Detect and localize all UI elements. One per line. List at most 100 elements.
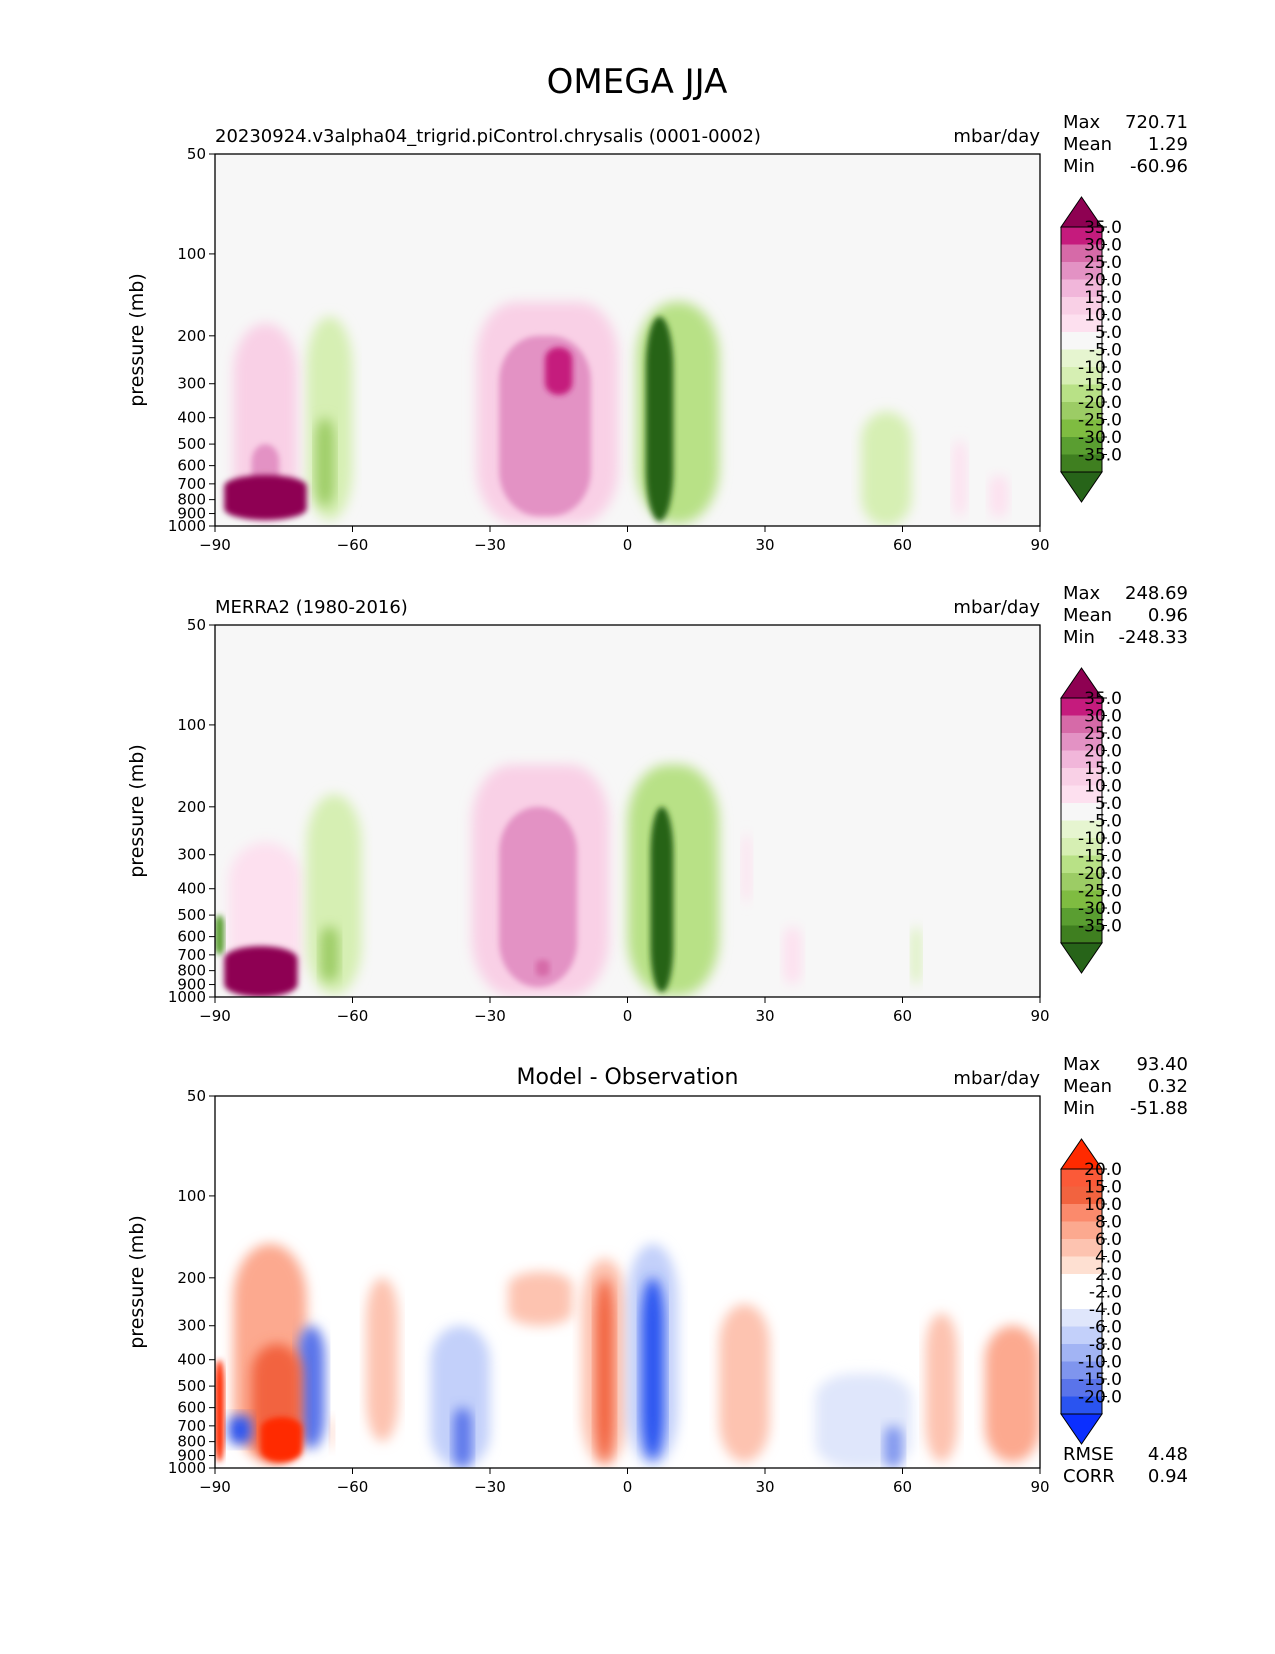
colorbar-bin xyxy=(1061,750,1102,769)
colorbar-tick-label: -4.0 xyxy=(1089,1300,1122,1320)
colorbar-bin xyxy=(1061,332,1102,350)
stat-label: Mean xyxy=(1063,134,1112,155)
x-tick-label: 0 xyxy=(623,1478,633,1496)
colorbar-tick-label: -8.0 xyxy=(1089,1335,1122,1355)
panel-model: 501002003004005006007008009001000pressur… xyxy=(126,112,1188,554)
colorbar-tick-label: 2.0 xyxy=(1095,1265,1122,1285)
x-axis: −90 −60 −30 0 30 60 90 xyxy=(199,526,1050,554)
x-tick-label: 30 xyxy=(755,1007,774,1025)
stat-value: 0.96 xyxy=(1148,605,1188,626)
colorbar-tick-label: -20.0 xyxy=(1078,393,1122,413)
error-stats: RMSE 4.48 CORR 0.94 xyxy=(1063,1444,1188,1487)
colorbar-tick-label: -20.0 xyxy=(1078,864,1122,884)
colorbar-bin xyxy=(1061,1204,1102,1222)
colorbar-tick-label: 35.0 xyxy=(1084,218,1122,238)
contour-region xyxy=(989,475,1008,518)
colorbar-bin xyxy=(1061,1221,1102,1240)
y-tick-label: 700 xyxy=(177,946,206,964)
x-tick-label: −60 xyxy=(337,536,369,554)
colorbar-tick-label: 20.0 xyxy=(1084,271,1122,291)
y-tick-label: 400 xyxy=(177,409,206,427)
contour-region xyxy=(545,347,573,395)
colorbar-bin xyxy=(1061,244,1102,263)
colorbar-bin xyxy=(1061,1326,1102,1345)
stat-label: RMSE xyxy=(1063,1444,1114,1465)
contour-region xyxy=(645,316,674,522)
y-tick-label: 200 xyxy=(177,798,206,816)
x-tick-label: 30 xyxy=(755,536,774,554)
x-tick-label: 30 xyxy=(755,1478,774,1496)
contour-region xyxy=(215,915,225,955)
colorbar-tick-label: 35.0 xyxy=(1084,689,1122,709)
colorbar-tick-label: -25.0 xyxy=(1078,882,1122,902)
x-tick-label: −90 xyxy=(199,1478,231,1496)
y-tick-label: 600 xyxy=(177,1399,206,1417)
y-tick-label: 100 xyxy=(177,245,206,263)
colorbar-bin xyxy=(1061,803,1102,821)
contour-region xyxy=(366,1277,399,1442)
colorbar-tick-label: 20.0 xyxy=(1084,742,1122,762)
colorbar-bin xyxy=(1061,1361,1102,1380)
colorbar-tick-label: -15.0 xyxy=(1078,847,1122,867)
units-label: mbar/day xyxy=(953,597,1040,618)
y-tick-label: 900 xyxy=(177,1447,206,1465)
colorbar-bin xyxy=(1061,1239,1102,1257)
contour-region xyxy=(297,1325,325,1449)
y-tick-label: 200 xyxy=(177,327,206,345)
colorbar-tick-label: -6.0 xyxy=(1089,1318,1122,1338)
colorbar-tick-label: -30.0 xyxy=(1078,428,1122,448)
y-tick-label: 800 xyxy=(177,962,206,980)
colorbar-bin xyxy=(1061,384,1102,403)
colorbar-bin xyxy=(1061,454,1102,473)
colorbar-tick-label: 15.0 xyxy=(1084,759,1122,779)
contour-region xyxy=(650,806,674,993)
colorbar-tick-label: -25.0 xyxy=(1078,411,1122,431)
y-tick-label: 50 xyxy=(187,1087,206,1105)
colorbar-bin xyxy=(1061,908,1102,926)
y-tick-label: 400 xyxy=(177,880,206,898)
colorbar-tick-label: 25.0 xyxy=(1084,253,1122,273)
y-tick-label: 600 xyxy=(177,928,206,946)
colorbar-bin xyxy=(1061,1379,1102,1397)
colorbar: 35.030.025.020.015.010.05.0-5.0-10.0-15.… xyxy=(1060,196,1122,503)
colorbar-bin xyxy=(1061,1186,1102,1205)
colorbar-extend-min xyxy=(1060,942,1103,974)
y-axis-label: pressure (mb) xyxy=(126,744,148,878)
y-tick-label: 300 xyxy=(177,1317,206,1335)
x-tick-label: −90 xyxy=(199,536,231,554)
colorbar-bin xyxy=(1061,367,1102,385)
colorbar-bin xyxy=(1061,1256,1102,1275)
x-tick-label: −90 xyxy=(199,1007,231,1025)
colorbar-tick-label: 4.0 xyxy=(1095,1248,1122,1268)
colorbar-tick-label: 10.0 xyxy=(1084,777,1122,797)
panel-diff: 501002003004005006007008009001000pressur… xyxy=(126,1054,1188,1496)
colorbar-bin xyxy=(1061,768,1102,786)
colorbar-tick-label: -10.0 xyxy=(1078,829,1122,849)
colorbar-bin xyxy=(1061,419,1102,438)
colorbar-bin xyxy=(1061,855,1102,874)
y-tick-label: 300 xyxy=(177,846,206,864)
stat-label: Min xyxy=(1063,1098,1095,1119)
stat-value: 93.40 xyxy=(1136,1054,1188,1075)
x-tick-label: 60 xyxy=(893,1478,912,1496)
contour-region xyxy=(742,833,752,903)
stat-label: Max xyxy=(1063,1054,1101,1075)
stat-label: Max xyxy=(1063,112,1101,133)
colorbar-tick-label: 10.0 xyxy=(1084,306,1122,326)
colorbar-bin xyxy=(1061,1291,1102,1310)
colorbar-tick-label: -20.0 xyxy=(1078,1388,1122,1408)
y-tick-label: 800 xyxy=(177,1433,206,1451)
stat-value: 720.71 xyxy=(1125,112,1188,133)
y-tick-label: 800 xyxy=(177,491,206,509)
stat-value: 248.69 xyxy=(1125,583,1188,604)
contour-region xyxy=(224,475,307,520)
x-axis: −90 −60 −30 0 30 60 90 xyxy=(199,997,1050,1025)
colorbar-extend-min xyxy=(1060,471,1103,503)
contour-region xyxy=(911,926,921,985)
colorbar-tick-label: -15.0 xyxy=(1078,376,1122,396)
contour-field xyxy=(215,1243,1040,1468)
colorbar-tick-label: 15.0 xyxy=(1084,288,1122,308)
